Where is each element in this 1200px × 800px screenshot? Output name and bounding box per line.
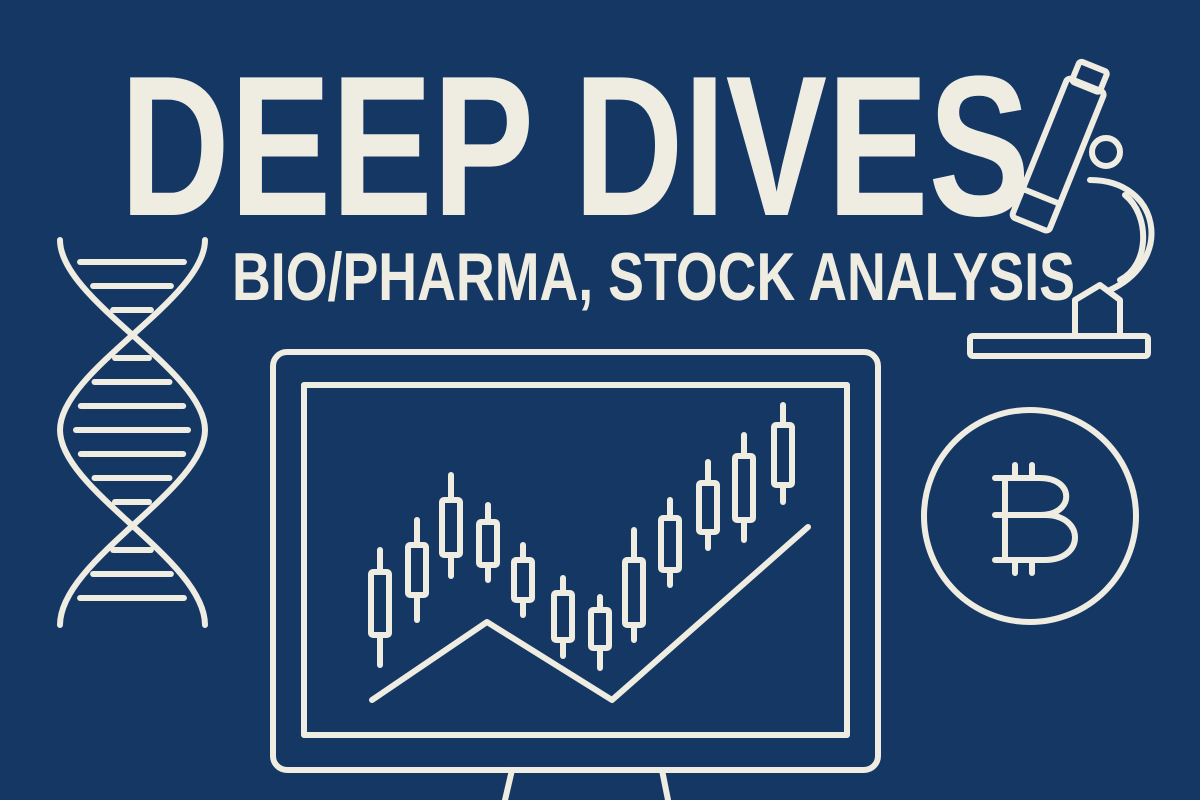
monitor-stand bbox=[502, 767, 515, 800]
microscope-eyepiece bbox=[1069, 58, 1110, 95]
helix-strand bbox=[57, 237, 208, 628]
microscope-stage bbox=[1072, 282, 1123, 339]
microscope-arm bbox=[1087, 177, 1155, 293]
microscope-base bbox=[967, 333, 1151, 359]
microscope-knob bbox=[1089, 135, 1123, 169]
trend-line bbox=[369, 524, 811, 703]
monitor-frame bbox=[270, 349, 881, 773]
microscope-arm bbox=[1117, 192, 1147, 283]
microscope-band bbox=[1019, 185, 1063, 207]
bitcoin-symbol bbox=[992, 462, 1078, 576]
monitor-icon bbox=[270, 349, 881, 800]
microscope-icon bbox=[967, 58, 1155, 359]
coin-circle bbox=[921, 407, 1139, 625]
dna-icon bbox=[57, 237, 208, 628]
candlestick-icons bbox=[368, 402, 795, 671]
helix-strand bbox=[57, 237, 208, 628]
subtitle: BIO/PHARMA, STOCK ANALYSIS bbox=[232, 239, 1075, 315]
bitcoin-icon bbox=[921, 407, 1139, 625]
monitor-screen bbox=[301, 382, 850, 738]
title: DEEP DIVES bbox=[120, 35, 1030, 258]
monitor-stand bbox=[659, 767, 671, 800]
